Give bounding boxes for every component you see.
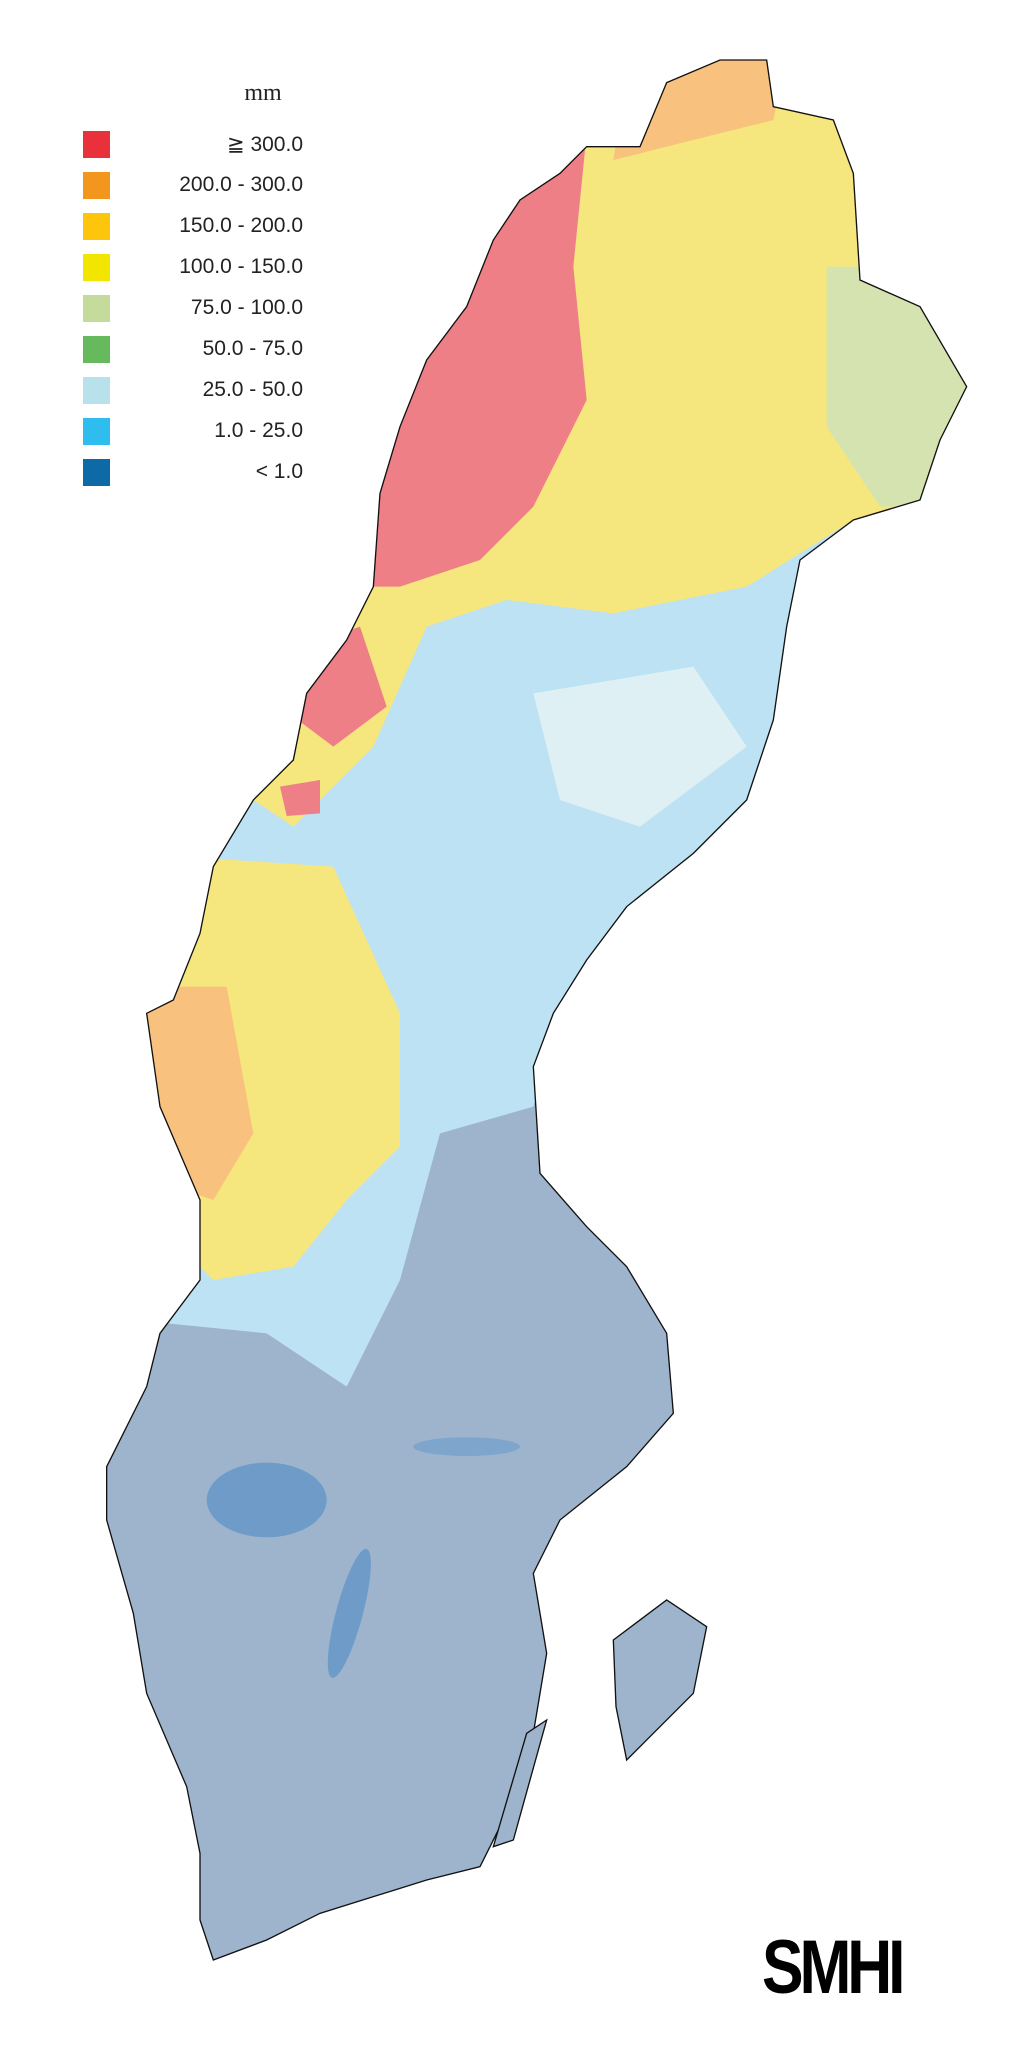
legend-swatch	[83, 254, 110, 281]
zone-palegreen-ne	[826, 266, 967, 507]
legend-label: 100.0 - 150.0	[179, 255, 303, 278]
zone-red-small	[280, 780, 320, 816]
legend-item: ≧ 300.0	[83, 131, 303, 158]
legend-item: 75.0 - 100.0	[83, 295, 303, 322]
legend-label: 50.0 - 75.0	[202, 337, 303, 360]
legend-label: ≧ 300.0	[227, 133, 303, 156]
legend-swatch	[83, 295, 110, 322]
legend-label: 200.0 - 300.0	[179, 173, 303, 196]
legend-item: 100.0 - 150.0	[83, 254, 303, 281]
legend-label: 1.0 - 25.0	[214, 419, 303, 442]
lake-vattern	[327, 1548, 371, 1678]
zone-pale	[533, 666, 747, 827]
smhi-logo: SMHI	[762, 1925, 906, 2010]
lake-malaren	[413, 1437, 520, 1456]
legend-item: 200.0 - 300.0	[83, 172, 303, 199]
legend-swatch	[83, 213, 110, 240]
zone-orange-north	[613, 60, 800, 160]
legend-label: < 1.0	[255, 460, 303, 483]
legend-swatch	[83, 418, 110, 445]
lake-vanern	[206, 1462, 327, 1538]
legend-swatch	[83, 172, 110, 199]
legend-item: 50.0 - 75.0	[83, 336, 303, 363]
legend-swatch	[83, 377, 110, 404]
legend-label: 150.0 - 200.0	[179, 214, 303, 237]
legend-swatch	[83, 336, 110, 363]
legend-item: 150.0 - 200.0	[83, 213, 303, 240]
gotland	[612, 1599, 708, 1762]
legend-item: 1.0 - 25.0	[83, 418, 303, 445]
legend-item: < 1.0	[83, 459, 303, 486]
legend-unit: mm	[244, 80, 282, 106]
legend-label: 75.0 - 100.0	[190, 296, 303, 319]
legend-label: 25.0 - 50.0	[202, 378, 303, 401]
legend-swatch	[83, 459, 110, 486]
legend-swatch	[83, 131, 110, 158]
oland	[492, 1718, 548, 1848]
legend-item: 25.0 - 50.0	[83, 377, 303, 404]
